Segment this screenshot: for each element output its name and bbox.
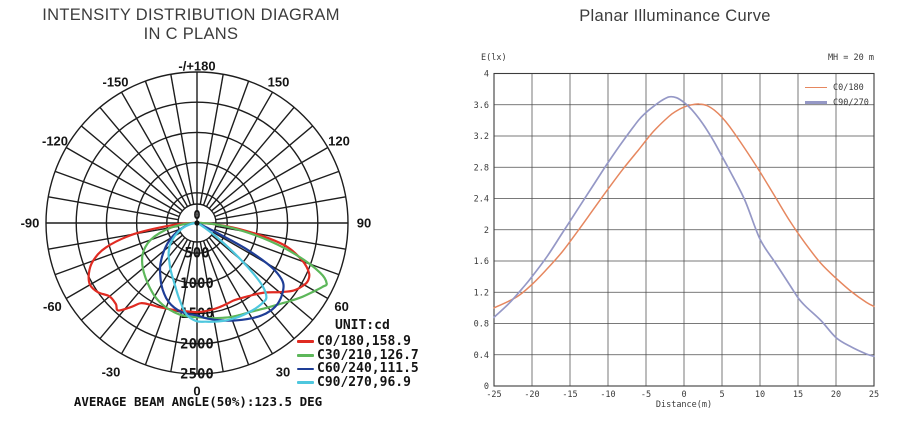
angle-label-0: 0 — [193, 384, 200, 399]
x-axis-label: Distance(m) — [655, 400, 713, 410]
polar-curve-C0-180 — [87, 221, 311, 314]
angle-label-150: 150 — [268, 74, 290, 89]
illuminance-grid — [493, 73, 875, 387]
legend-item-c90-270: C90/270,96.9 — [297, 375, 419, 391]
y-axis-label: E(lx) — [481, 53, 507, 63]
angle-label-60: 60 — [334, 299, 348, 314]
y-tick-3.6: 3.6 — [474, 101, 489, 111]
intensity-distribution-panel: INTENSITY DISTRIBUTION DIAGRAM IN C PLAN… — [18, 6, 419, 409]
polar-legend: UNIT:cd C0/180,158.9 C30/210,126.7 C60/2… — [297, 318, 419, 391]
y-tick-0: 0 — [484, 382, 489, 392]
legend-item-c30-210: C30/210,126.7 — [297, 347, 419, 363]
illuminance-curve-C0-180 — [493, 103, 875, 309]
y-tick-0.8: 0.8 — [474, 320, 489, 330]
planar-illuminance-panel: Planar Illuminance Curve -25 -20 -15 -10 -5 0… — [450, 0, 900, 428]
legend-item-c0-180-curve: C0/180 — [805, 80, 869, 95]
legend-item-c60-240: C60/240,111.5 — [297, 361, 419, 377]
c90-270-curve-label: C90/270 — [833, 97, 869, 108]
angle-label--150: -150 — [102, 74, 128, 89]
x-tick-25: 25 — [869, 390, 879, 400]
c60-240-label: C60/240,111.5 — [317, 361, 419, 377]
x-tick--10: -10 — [600, 390, 615, 400]
c0-180-curve-label: C0/180 — [833, 82, 864, 93]
y-tick-1.6: 1.6 — [474, 257, 489, 267]
x-tick-20: 20 — [831, 390, 841, 400]
legend-item-c0-180: C0/180,158.9 — [297, 334, 419, 350]
polar-center-dot — [194, 220, 200, 226]
c30-210-swatch — [297, 354, 314, 357]
intensity-diagram-title-line1: INTENSITY DISTRIBUTION DIAGRAM — [42, 6, 340, 24]
ring-label-1000: 1000 — [180, 276, 214, 292]
intensity-diagram-title-line2: IN C PLANS — [143, 25, 239, 43]
y-tick-2.4: 2.4 — [474, 195, 489, 205]
plot-frame — [493, 72, 875, 387]
y-tick-0.4: 0.4 — [474, 351, 489, 361]
x-tick-5: 5 — [719, 390, 724, 400]
x-tick--20: -20 — [524, 390, 539, 400]
x-tick-10: 10 — [755, 390, 765, 400]
ring-label-500: 500 — [184, 246, 209, 262]
c60-240-swatch — [297, 367, 314, 371]
angle-label-90: 90 — [357, 216, 371, 231]
x-tick--25: -25 — [486, 390, 501, 400]
y-tick-2: 2 — [484, 226, 489, 236]
intensity-diagram-title: INTENSITY DISTRIBUTION DIAGRAM IN C PLAN… — [18, 6, 364, 44]
illuminance-legend: C0/180 C90/270 — [805, 80, 869, 110]
y-tick-3.2: 3.2 — [474, 132, 489, 142]
unit-label: UNIT:cd — [335, 318, 390, 333]
mounting-height-label: MH = 20 m — [827, 53, 874, 63]
c30-210-label: C30/210,126.7 — [317, 347, 419, 363]
angle-label-30: 30 — [276, 365, 290, 380]
illuminance-line-chart: -25 -20 -15 -10 -5 0 5 10 15 20 25 0 0.4 0.8 1.2 1.6 2 2.… — [474, 70, 879, 401]
c0-180-label: C0/180,158.9 — [317, 334, 411, 350]
angle-label--120: -120 — [42, 134, 68, 149]
polar-curve-C90-270 — [167, 221, 268, 323]
x-tick--5: -5 — [641, 390, 651, 400]
angle-label--30: -30 — [102, 365, 121, 380]
y-tick-4: 4 — [484, 70, 489, 80]
center-zero-label: 0 — [193, 208, 200, 222]
c90-270-curve-swatch — [805, 100, 827, 105]
c0-180-swatch — [297, 340, 314, 344]
y-tick-1.2: 1.2 — [474, 288, 489, 298]
angle-label--90: -90 — [21, 216, 40, 231]
angle-label--/+180: -/+180 — [178, 59, 215, 74]
c90-270-swatch — [297, 381, 314, 384]
illuminance-chart-title: Planar Illuminance Curve — [579, 7, 771, 25]
c0-180-curve-swatch — [805, 86, 827, 89]
ring-label-2500: 2500 — [180, 367, 214, 383]
illuminance-curve-C90-270 — [493, 95, 875, 358]
ring-label-2000: 2000 — [180, 336, 214, 352]
x-tick--15: -15 — [562, 390, 577, 400]
x-tick-0: 0 — [681, 390, 686, 400]
y-tick-2.8: 2.8 — [474, 163, 489, 173]
angle-label--60: -60 — [43, 299, 62, 314]
average-beam-angle-text: AVERAGE BEAM ANGLE(50%):123.5 DEG — [73, 394, 323, 409]
x-tick-15: 15 — [793, 390, 803, 400]
c90-270-label: C90/270,96.9 — [317, 375, 411, 391]
angle-label-120: 120 — [328, 134, 350, 149]
legend-item-c90-270-curve: C90/270 — [805, 95, 869, 110]
